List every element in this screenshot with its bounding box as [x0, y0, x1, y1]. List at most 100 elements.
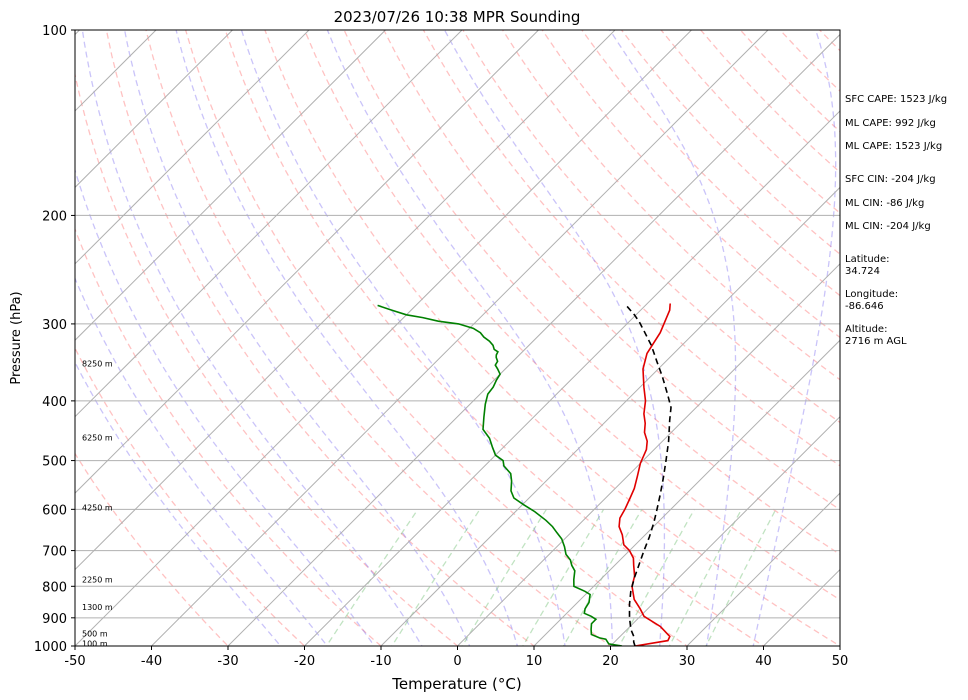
plot-frame	[74, 29, 841, 647]
latitude-label: Latitude:	[845, 254, 890, 265]
x-tick-label: 30	[679, 654, 696, 669]
isotherm-line	[457, 263, 840, 646]
dry-adiabat-line	[541, 30, 840, 339]
mixing-ratio-line	[562, 508, 643, 646]
x-axis-ticks: -50 -40 -30 -20 -10 0 10 20 30 40 50	[64, 646, 848, 669]
dry-adiabat-line	[581, 30, 840, 297]
y-tick-label: 400	[42, 395, 67, 410]
dry-adiabat-line	[422, 30, 840, 467]
moist-adiabat-line	[81, 30, 423, 646]
height-label: 100 m	[82, 639, 108, 648]
ml-cin-text-2: ML CIN: -204 J/kg	[845, 221, 931, 232]
isotherm-line	[75, 30, 692, 646]
isotherm-line	[686, 492, 840, 646]
isotherm-line	[610, 415, 840, 646]
altitude-label: Altitude:	[845, 324, 887, 335]
y-tick-label: 700	[42, 545, 67, 560]
sounding-series-line	[625, 304, 672, 646]
x-tick-label: 40	[755, 654, 772, 669]
mixing-ratio-line	[668, 508, 743, 646]
y-axis-ticks: 1000 900 800 700 600 500 400 300 200 100	[34, 24, 75, 655]
moist-adiabat-line	[75, 276, 329, 646]
chart-title: 2023/07/26 10:38 MPR Sounding	[334, 8, 581, 26]
isotherm-line	[75, 30, 310, 265]
dry-adiabat-line	[184, 30, 689, 646]
y-tick-label: 500	[42, 455, 67, 470]
isotherm-line	[380, 186, 840, 646]
y-tick-label: 1000	[34, 640, 67, 655]
dry-adiabat-line	[343, 30, 840, 556]
isotherm-line	[75, 30, 539, 494]
sounding-series-line	[377, 304, 623, 646]
isotherm-line	[75, 30, 386, 341]
x-tick-label: 50	[832, 654, 849, 669]
y-tick-label: 300	[42, 318, 67, 333]
y-tick-label: 800	[42, 580, 67, 595]
mixing-ratio-line	[618, 508, 695, 646]
y-axis-label: Pressure (hPa)	[9, 291, 24, 384]
isotherm-line	[0, 30, 3, 646]
y-tick-label: 100	[42, 24, 67, 39]
y-tick-label: 600	[42, 503, 67, 518]
mixing-ratio-line	[325, 508, 419, 646]
height-label: 500 m	[82, 630, 108, 639]
longitude-label: Longitude:	[845, 289, 898, 300]
x-tick-label: -20	[294, 654, 315, 669]
x-tick-label: 20	[602, 654, 619, 669]
dry-adiabat-line	[105, 30, 536, 646]
isotherm-line	[533, 339, 840, 646]
x-tick-label: -40	[141, 654, 162, 669]
x-tick-label: -50	[64, 654, 85, 669]
sounding-parameters: SFC CAPE: 1523 J/kg ML CAPE: 992 J/kg ML…	[845, 94, 947, 347]
altitude-value: 2716 m AGL	[845, 336, 907, 347]
mixing-ratio-line	[461, 508, 547, 646]
ml-cape-text: ML CAPE: 992 J/kg	[845, 118, 936, 129]
moist-adiabat-line	[444, 30, 666, 646]
moist-adiabat-line	[609, 30, 737, 646]
reference-lines	[75, 30, 840, 646]
height-label: 8250 m	[82, 360, 113, 369]
sfc-cape-text: SFC CAPE: 1523 J/kg	[845, 94, 947, 105]
dry-adiabat-line	[224, 30, 765, 646]
dry-adiabat-line	[264, 30, 840, 646]
mixing-ratio-line	[705, 509, 777, 646]
isotherm-line	[304, 110, 840, 646]
height-label: 6250 m	[82, 434, 113, 443]
sfc-cin-text: SFC CIN: -204 J/kg	[845, 174, 936, 185]
y-tick-label: 900	[42, 612, 67, 627]
sounding-series-line	[618, 303, 671, 646]
ml-cin-text: ML CIN: -86 J/kg	[845, 198, 924, 209]
ml-cape-text-2: ML CAPE: 1523 J/kg	[845, 141, 942, 152]
x-tick-label: 0	[453, 654, 461, 669]
isotherm-line	[151, 30, 769, 646]
isotherm-line	[227, 33, 840, 646]
dry-adiabat-line	[303, 30, 840, 601]
latitude-value: 34.724	[845, 266, 880, 277]
grid-lines	[0, 30, 840, 646]
mixing-ratio-line	[522, 508, 605, 646]
dry-adiabat-line	[383, 30, 840, 511]
dry-adiabat-line	[75, 452, 229, 646]
data-series	[377, 303, 672, 646]
dry-adiabat-line	[75, 227, 382, 646]
isotherm-line	[75, 30, 233, 189]
moist-adiabat-line	[752, 30, 837, 646]
height-label: 1300 m	[82, 603, 113, 612]
moist-adiabat-line	[123, 30, 471, 646]
x-tick-label: -30	[217, 654, 238, 669]
dry-adiabat-line	[75, 346, 306, 646]
x-axis-label: Temperature (°C)	[391, 675, 521, 693]
x-tick-label: 10	[526, 654, 543, 669]
isotherm-line	[75, 30, 463, 418]
moist-adiabat-line	[75, 167, 376, 646]
x-tick-label: -10	[370, 654, 391, 669]
y-tick-label: 200	[42, 209, 67, 224]
moist-adiabat-line	[326, 30, 614, 646]
moist-adiabat-line	[240, 30, 566, 646]
height-label: 2250 m	[82, 576, 113, 585]
dry-adiabat-line	[145, 30, 612, 646]
moist-adiabat-line	[75, 361, 282, 646]
height-label: 4250 m	[82, 504, 113, 513]
moist-adiabat-line	[175, 30, 518, 646]
